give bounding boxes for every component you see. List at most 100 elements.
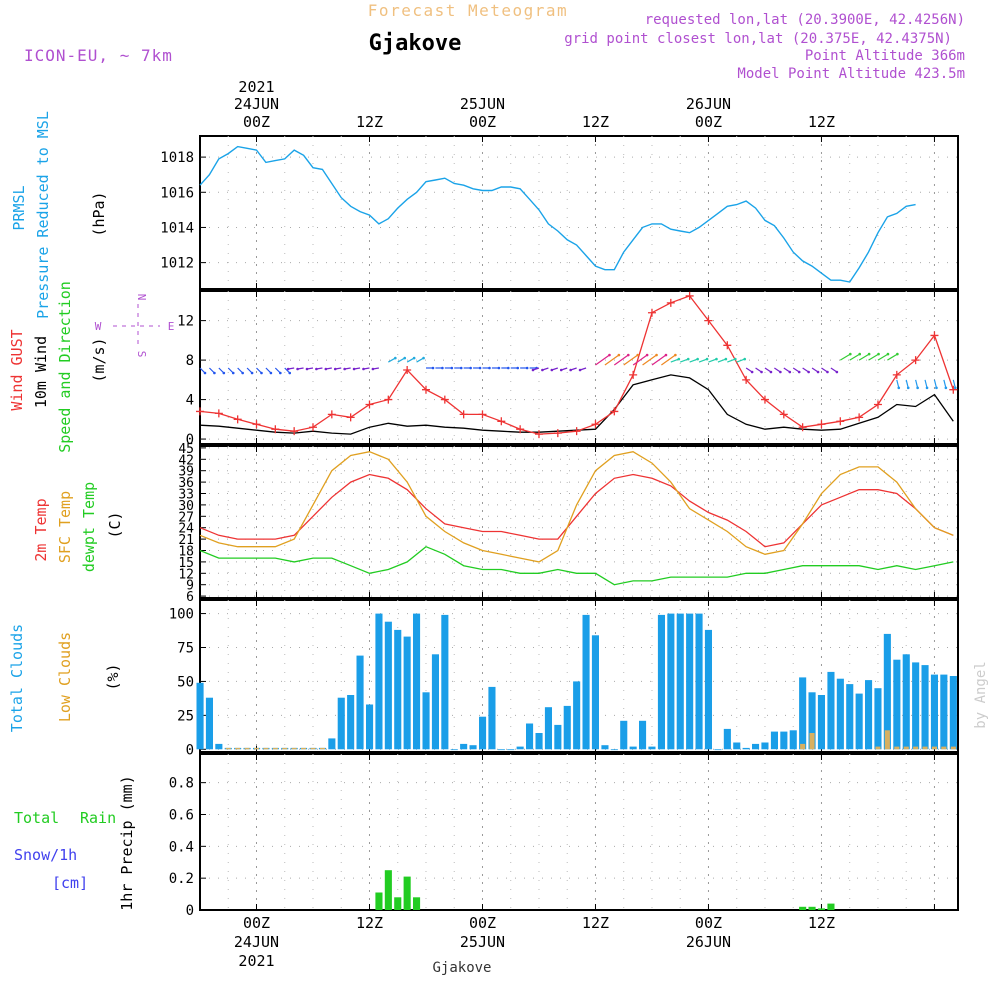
total-cloud-bar — [441, 614, 449, 750]
wind-arrow-head — [788, 370, 792, 374]
gust-point — [327, 410, 336, 419]
total-cloud-bar — [639, 720, 647, 750]
wind-arrow-head — [203, 371, 207, 375]
gust-point — [629, 370, 638, 379]
total-cloud-bar — [836, 678, 844, 750]
ytick-label: 18 — [178, 545, 194, 560]
clouds-unit-label: (%) — [104, 663, 122, 690]
top-axis-label: 12Z — [808, 113, 835, 131]
low-cloud-bar — [941, 746, 947, 750]
wind-arrow-head — [627, 353, 630, 357]
ytick-label: 30 — [178, 499, 194, 514]
wind-arrow-head — [333, 367, 337, 371]
prmsl-unit-label: (hPa) — [90, 191, 108, 236]
wind-arrow-head — [886, 352, 890, 356]
total-cloud-bar — [215, 743, 223, 750]
gust-point — [271, 425, 280, 434]
gust-point — [742, 375, 751, 384]
panel-frame — [199, 753, 959, 911]
clouds-panel: 0 25 50 75 100 — [169, 599, 959, 758]
total-cloud-bar — [573, 681, 581, 750]
wind-arrow-head — [916, 386, 919, 390]
temp-ylabel: 2m Temp SFC Temp dewpt Temp (C) — [32, 482, 124, 572]
gust-point — [196, 407, 204, 416]
total-cloud-bar — [366, 704, 374, 750]
gust-point — [252, 420, 261, 429]
bottom-axis-label: 24JUN — [234, 933, 279, 951]
wind-arrow-head — [324, 367, 328, 371]
gust-point — [459, 410, 468, 419]
wind-arrow — [661, 354, 676, 366]
total-cloud-bar — [413, 613, 421, 750]
wind-arrow-head — [750, 370, 754, 374]
total-cloud-bar — [347, 695, 355, 750]
total-cloud-bar — [582, 614, 590, 750]
total-cloud-bar — [808, 692, 816, 750]
total-cloud-bar — [657, 614, 665, 750]
wind-arrow — [595, 354, 610, 366]
wind-arrow-head — [412, 356, 416, 360]
total-cloud-bar — [761, 742, 769, 750]
gust-point — [534, 430, 543, 439]
low-cloud-bar — [875, 746, 881, 750]
wind-arrow-head — [608, 353, 611, 357]
temp-sfc-label: SFC Temp — [56, 491, 74, 563]
low-cloud-bar — [319, 747, 325, 750]
total-cloud-bar — [356, 655, 364, 750]
total-cloud-bar — [479, 716, 487, 750]
low-cloud-bar — [225, 747, 231, 750]
wind-arrow — [397, 357, 406, 363]
ytick-label: 21 — [178, 533, 194, 548]
wind-arrow-head — [459, 366, 463, 370]
wind-arrow-head — [734, 357, 737, 361]
wind-arrow-head — [250, 371, 254, 375]
wind-arrow-head — [636, 353, 640, 357]
ytick-label: 45 — [178, 442, 194, 457]
wind-arrow-head — [826, 370, 829, 374]
clouds-ylabel: Total Clouds Low Clouds (%) — [8, 624, 122, 732]
wind-arrow — [727, 358, 736, 363]
total-cloud-bar — [817, 695, 825, 750]
bottom-axis-label: 00Z — [243, 914, 270, 932]
gust-point — [836, 417, 845, 426]
wind-arrow-head — [797, 370, 801, 374]
total-cloud-bar — [337, 697, 345, 750]
total-cloud-bar — [488, 686, 496, 750]
ytick-label: 33 — [178, 488, 194, 503]
wind-arrow-head — [241, 371, 244, 375]
total-cloud-bar — [328, 738, 336, 750]
total-clouds-label: Total Clouds — [8, 624, 26, 732]
wind-arrow — [839, 353, 851, 361]
top-axis-label: 2021 — [238, 78, 274, 96]
wind-arrow-head — [288, 371, 292, 375]
wind-arrow — [623, 354, 639, 366]
wind-arrow — [680, 358, 689, 363]
ytick-label: 1014 — [160, 220, 194, 236]
top-axis-label: 00Z — [469, 113, 496, 131]
bottom-axis-label: 12Z — [356, 914, 383, 932]
low-cloud-bar — [903, 746, 909, 750]
wind-arrow — [849, 353, 861, 361]
wind-arrow-head — [569, 368, 572, 372]
wind-arrow-head — [769, 370, 773, 374]
wind-arrow-head — [779, 370, 782, 374]
bottom-axis-label: 00Z — [469, 914, 496, 932]
wind-arrow-head — [655, 353, 658, 357]
wind-arrow-head — [286, 367, 290, 371]
ytick-label: 24 — [178, 522, 194, 537]
ytick-label: 0 — [186, 432, 194, 448]
ytick-label: 75 — [177, 641, 194, 657]
total-cloud-bar — [554, 724, 562, 750]
wind-arrow-head — [906, 386, 910, 390]
wind-arrow-head — [816, 370, 820, 374]
total-cloud-bar — [704, 629, 712, 750]
ytick-label: 100 — [169, 607, 194, 623]
wind-unit-label: (m/s) — [90, 337, 108, 382]
wind-arrow-head — [559, 368, 563, 372]
rain-bar — [827, 903, 835, 910]
rain-bar — [394, 897, 402, 910]
total-cloud-bar — [874, 688, 882, 750]
wind-arrow-head — [269, 371, 273, 375]
gust-point — [214, 409, 223, 418]
